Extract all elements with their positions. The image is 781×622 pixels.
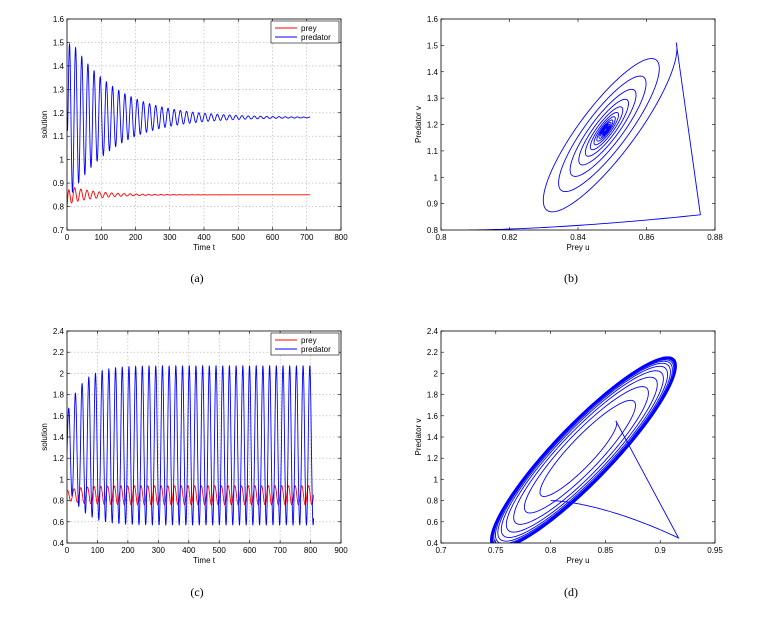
y-axis-label: Predator v [414, 419, 423, 456]
y-axis-label: Predator v [414, 106, 423, 143]
y-tick-label: 1 [60, 156, 65, 165]
panel-c: 0 100 200 300 400 500 600 700 800 900 0.4 0.6 0.8 1 1.… [40, 327, 348, 599]
x-tick-label: 0.86 [639, 233, 655, 242]
x-tick-label: 0.82 [502, 233, 518, 242]
legend-label-prey: prey [301, 24, 317, 33]
legend-label-prey: prey [301, 336, 317, 345]
y-tick-label: 0.8 [427, 497, 439, 506]
y-tick-label: 2 [60, 369, 65, 378]
x-tick-label: 0.7 [435, 546, 447, 555]
y-tick-label: 1 [434, 475, 439, 484]
x-tick-label: 600 [266, 233, 280, 242]
y-tick-label: 1.5 [53, 38, 65, 47]
x-tick-label: 0.85 [598, 546, 614, 555]
y-tick-label: 0.9 [427, 200, 439, 209]
x-tick-label: 700 [273, 546, 287, 555]
panel-d: 0.7 0.75 0.8 0.85 0.9 0.95 0.4 0.6 0.8 1 1.2 1.4 1.6… [414, 327, 723, 599]
x-tick-label: 0.88 [707, 233, 723, 242]
y-tick-label: 2.2 [427, 348, 439, 357]
y-tick-label: 2 [434, 369, 439, 378]
y-tick-label: 1.2 [53, 454, 65, 463]
x-axis-label: Prey u [566, 556, 589, 565]
panel-caption: (a) [190, 271, 203, 285]
x-tick-label: 200 [121, 546, 135, 555]
y-tick-label: 1.6 [427, 15, 439, 24]
y-tick-label: 0.6 [427, 518, 439, 527]
y-tick-label: 1 [60, 475, 65, 484]
y-axis-label: solution [40, 423, 49, 451]
x-axis-label: Time t [193, 556, 216, 565]
x-tick-label: 0 [65, 546, 70, 555]
x-tick-label: 0.75 [488, 546, 504, 555]
y-tick-label: 1.6 [53, 412, 65, 421]
y-tick-label: 1.4 [427, 68, 439, 77]
y-tick-label: 1.4 [53, 62, 65, 71]
series-phase [490, 356, 680, 543]
x-tick-label: 900 [334, 546, 348, 555]
x-axis-label: Prey u [566, 243, 589, 252]
y-tick-label: 1.2 [53, 109, 65, 118]
y-tick-label: 2.4 [53, 327, 65, 336]
y-tick-label: 1.2 [427, 121, 439, 130]
y-tick-label: 1.8 [427, 391, 439, 400]
x-tick-label: 800 [304, 546, 318, 555]
x-tick-label: 500 [213, 546, 227, 555]
y-tick-label: 1.4 [427, 433, 439, 442]
x-tick-label: 500 [232, 233, 246, 242]
x-axis-label: Time t [193, 243, 216, 252]
x-tick-label: 0.9 [655, 546, 667, 555]
x-tick-label: 800 [334, 233, 348, 242]
x-tick-label: 400 [182, 546, 196, 555]
y-tick-label: 1.3 [53, 85, 65, 94]
y-tick-label: 1.1 [53, 132, 65, 141]
y-tick-label: 1.6 [427, 412, 439, 421]
axes-frame [440, 18, 716, 231]
x-tick-label: 0 [65, 233, 70, 242]
y-tick-label: 0.4 [53, 539, 65, 548]
y-tick-label: 1.5 [427, 41, 439, 50]
y-tick-label: 0.8 [427, 226, 439, 235]
series-predator [67, 364, 315, 527]
series-prey [67, 187, 311, 207]
panel-caption: (b) [564, 271, 578, 285]
y-tick-label: 1.3 [427, 94, 439, 103]
panel-caption: (c) [190, 585, 203, 599]
x-tick-label: 0.84 [570, 233, 586, 242]
y-tick-label: 2.2 [53, 348, 65, 357]
y-tick-label: 1.8 [53, 391, 65, 400]
x-tick-label: 400 [197, 233, 211, 242]
x-tick-label: 0.95 [707, 546, 723, 555]
y-tick-label: 1.1 [427, 147, 439, 156]
x-tick-label: 100 [95, 233, 109, 242]
legend-label-predator: predator [301, 33, 331, 42]
x-tick-label: 200 [129, 233, 143, 242]
y-tick-label: 0.6 [53, 518, 65, 527]
series-phase [468, 42, 701, 230]
x-tick-label: 0.8 [435, 233, 447, 242]
x-tick-label: 0.8 [545, 546, 557, 555]
y-axis-label: solution [40, 111, 49, 139]
x-tick-label: 300 [152, 546, 166, 555]
x-tick-label: 700 [300, 233, 314, 242]
panel-caption: (d) [564, 585, 578, 599]
legend-label-predator: predator [301, 345, 331, 354]
y-tick-label: 2.4 [427, 327, 439, 336]
y-tick-label: 1.6 [53, 15, 65, 24]
y-tick-label: 1.4 [53, 433, 65, 442]
y-tick-label: 0.7 [53, 226, 65, 235]
series-predator [67, 42, 311, 194]
y-tick-label: 0.9 [53, 179, 65, 188]
x-tick-label: 600 [243, 546, 257, 555]
y-tick-label: 0.4 [427, 539, 439, 548]
x-tick-label: 300 [163, 233, 177, 242]
y-tick-label: 1.2 [427, 454, 439, 463]
y-tick-label: 1 [434, 173, 439, 182]
y-tick-label: 0.8 [53, 203, 65, 212]
x-tick-label: 100 [91, 546, 105, 555]
panel-b: 0.8 0.82 0.84 0.86 0.88 0.8 0.9 1 1.1 1.2 1.3 1.4 1.… [414, 15, 723, 285]
panel-a: 0 100 200 300 400 500 600 700 800 0.7 0.8 0.9 1 1.1 1.… [40, 15, 348, 285]
y-tick-label: 0.8 [53, 497, 65, 506]
